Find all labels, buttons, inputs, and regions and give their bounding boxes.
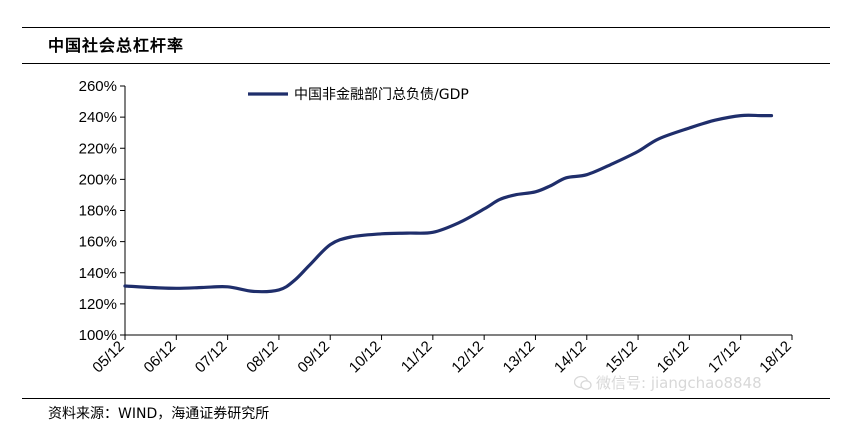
y-axis-ticks: 100% 120% 140% 160% 180% 200% 220% 240% 260% bbox=[79, 78, 125, 344]
x-tick-label: 13/12 bbox=[500, 338, 539, 377]
y-tick-label: 180% bbox=[79, 203, 117, 220]
x-tick-label: 06/12 bbox=[141, 338, 180, 377]
y-tick-label: 220% bbox=[79, 140, 117, 157]
x-tick-label: 15/12 bbox=[602, 338, 641, 377]
x-tick-label: 10/12 bbox=[346, 338, 385, 377]
series-line bbox=[123, 113, 774, 294]
series-layer bbox=[123, 113, 774, 294]
y-tick-label: 100% bbox=[79, 327, 117, 344]
x-tick-label: 07/12 bbox=[192, 338, 231, 377]
legend: 中国非金融部门总负债/GDP bbox=[248, 87, 469, 103]
x-tick-label: 08/12 bbox=[243, 338, 282, 377]
x-tick-label: 17/12 bbox=[705, 338, 744, 377]
title-divider bbox=[22, 63, 830, 64]
y-tick-label: 240% bbox=[79, 109, 117, 126]
y-tick-label: 120% bbox=[79, 296, 117, 313]
x-tick-label: 09/12 bbox=[294, 338, 333, 377]
x-tick-label: 12/12 bbox=[448, 338, 487, 377]
legend-label: 中国非金融部门总负债/GDP bbox=[294, 87, 469, 103]
x-axis-ticks: 05/12 06/12 07/12 08/12 09/12 10/12 11/12 12/12… bbox=[89, 335, 795, 376]
top-rule bbox=[22, 27, 830, 28]
y-tick-label: 160% bbox=[79, 234, 117, 251]
chart-axes bbox=[124, 86, 792, 336]
wechat-icon bbox=[574, 375, 592, 390]
x-tick-label: 16/12 bbox=[654, 338, 693, 377]
watermark-text: 微信号: jiangchao8848 bbox=[596, 374, 762, 392]
y-tick-label: 140% bbox=[79, 265, 117, 282]
chart-title: 中国社会总杠杆率 bbox=[48, 36, 185, 55]
y-tick-label: 260% bbox=[79, 78, 117, 95]
x-tick-label: 14/12 bbox=[551, 338, 590, 377]
source-note: 资料来源：WIND，海通证券研究所 bbox=[48, 406, 270, 422]
x-tick-label: 18/12 bbox=[756, 338, 795, 377]
watermark: 微信号: jiangchao8848 bbox=[574, 372, 762, 393]
bottom-rule bbox=[22, 398, 830, 399]
y-tick-label: 200% bbox=[79, 171, 117, 188]
x-tick-label: 11/12 bbox=[398, 338, 436, 376]
